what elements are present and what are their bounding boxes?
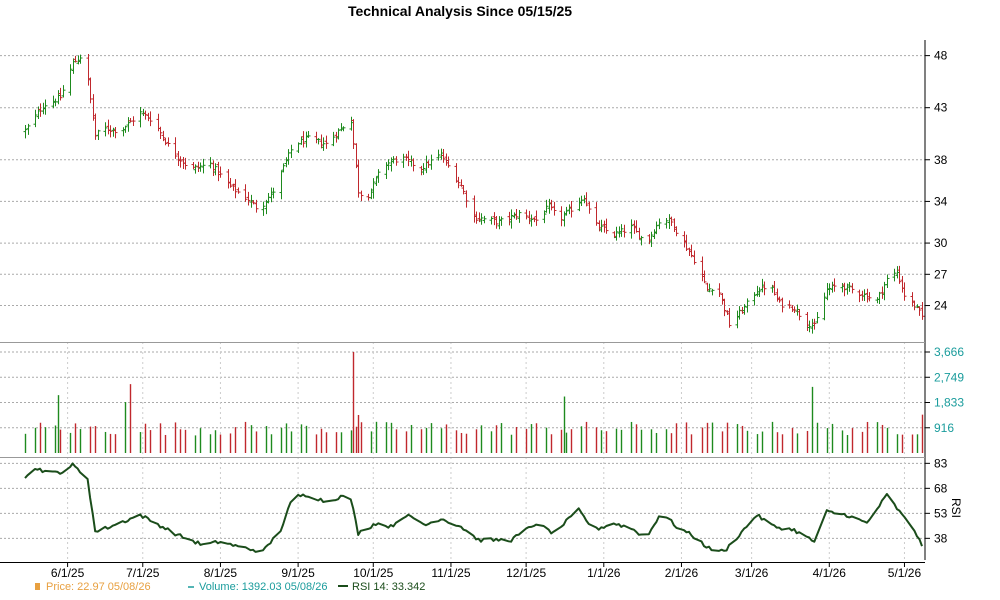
rsi-tick-label: 68 — [934, 481, 948, 495]
date-tick-label: 11/1/25 — [431, 566, 470, 580]
axis-labels: 48 43 38 34 30 27 24 3,666 2,749 1,833 916 83 68 53 38… — [51, 49, 964, 580]
chart-title: Technical Analysis Since 05/15/25 — [348, 3, 572, 19]
date-tick-label: 2/1/26 — [665, 566, 699, 580]
price-tick-label: 34 — [934, 194, 948, 208]
date-tick-label: 3/1/26 — [735, 566, 769, 580]
price-bars — [23, 53, 925, 334]
date-tick-label: 9/1/25 — [281, 566, 315, 580]
rsi-tick-label: 38 — [934, 531, 948, 545]
date-tick-label: 6/1/25 — [51, 566, 85, 580]
rsi-series — [24, 462, 923, 553]
date-tick-label: 1/1/26 — [587, 566, 621, 580]
date-tick-label: 12/1/25 — [506, 566, 546, 580]
volume-tick-label: 2,749 — [934, 370, 964, 384]
price-tick-label: 30 — [934, 236, 948, 250]
legend: Price: 22.97 05/08/26 Volume: 1392.03 05/… — [35, 581, 425, 593]
rsi-axis-label: RSI — [949, 498, 963, 518]
volume-tick-label: 916 — [934, 421, 954, 435]
date-tick-label: 10/1/25 — [353, 566, 393, 580]
legend-entry: Price: 22.97 05/08/26 — [46, 581, 151, 593]
date-tick-label: 8/1/25 — [204, 566, 238, 580]
price-tick-label: 27 — [934, 267, 948, 281]
date-tick-label: 4/1/26 — [813, 566, 847, 580]
price-tick-label: 48 — [934, 49, 948, 63]
volume-tick-label: 1,833 — [934, 396, 964, 410]
panel-frames — [0, 40, 926, 563]
date-tick-label: 7/1/25 — [126, 566, 160, 580]
rsi-tick-label: 83 — [934, 456, 948, 470]
volume-tick-label: 3,666 — [934, 345, 964, 359]
rsi-line — [24, 462, 923, 553]
price-tick-label: 24 — [934, 299, 948, 313]
price-tick-label: 43 — [934, 101, 948, 115]
legend-entry: Volume: 1392.03 05/08/26 — [199, 581, 327, 593]
legend-price-swatch — [35, 583, 40, 590]
price-tick-label: 38 — [934, 153, 948, 167]
legend-entry: RSI 14: 33.342 — [352, 581, 425, 593]
volume-bars — [24, 352, 924, 453]
rsi-tick-label: 53 — [934, 506, 948, 520]
date-tick-label: 5/1/26 — [888, 566, 922, 580]
